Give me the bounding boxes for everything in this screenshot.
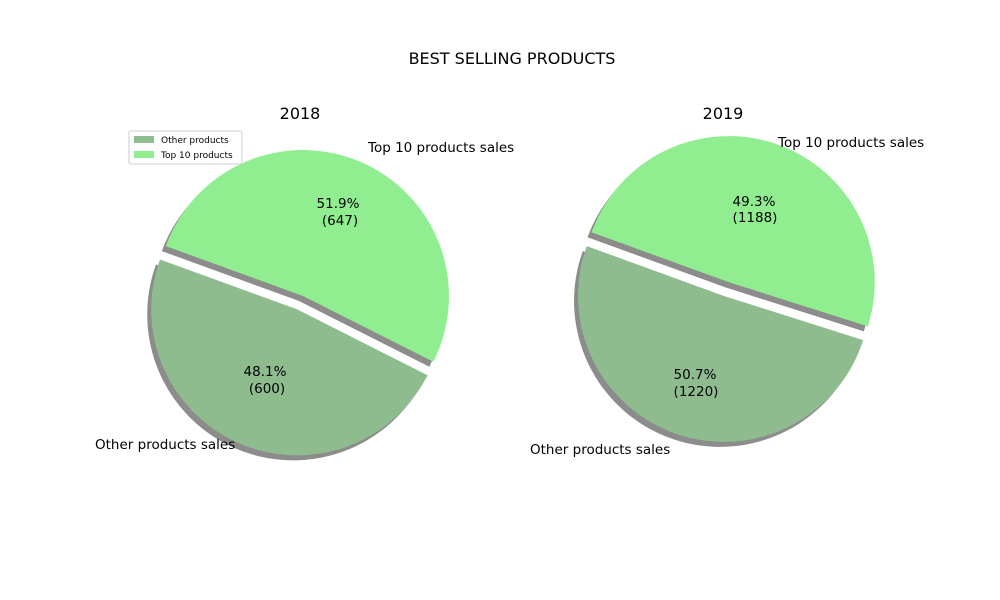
pie-wedge-top10: [591, 136, 875, 327]
legend-swatch-top10: [134, 151, 154, 158]
pie-wedge-top10: [165, 150, 449, 362]
percent-label: 49.3%: [733, 194, 776, 210]
legend-label-other: Other products: [161, 136, 229, 146]
value-label: (1188): [733, 210, 778, 226]
chart-2018: 2018 Top 10 products sales Other product…: [95, 104, 514, 461]
legend: Other products Top 10 products: [128, 130, 243, 165]
figure-title: BEST SELLING PRODUCTS: [409, 49, 616, 68]
pie-wedges-2019: [578, 136, 875, 442]
category-label: Other products sales: [95, 437, 235, 453]
legend-frame: [128, 130, 243, 165]
category-label: Other products sales: [530, 442, 670, 458]
pie-wedges-2018: [151, 150, 449, 456]
legend-label-top10: Top 10 products: [160, 151, 233, 161]
value-label: (647): [322, 213, 358, 229]
value-label: (600): [249, 381, 285, 397]
legend-swatch-other: [134, 136, 154, 143]
chart-2019: 2019 Top 10 products sales Other product…: [530, 104, 924, 458]
percent-label: 50.7%: [674, 367, 717, 383]
chart-title-2019: 2019: [703, 104, 744, 123]
pie-wedge-other: [151, 259, 428, 456]
chart-title-2018: 2018: [280, 104, 321, 123]
pie-wedge-other: [578, 246, 864, 442]
category-label: Top 10 products sales: [777, 135, 924, 151]
category-label: Top 10 products sales: [367, 140, 514, 156]
percent-label: 48.1%: [244, 364, 287, 380]
percent-label: 51.9%: [317, 196, 360, 212]
value-label: (1220): [674, 384, 719, 400]
